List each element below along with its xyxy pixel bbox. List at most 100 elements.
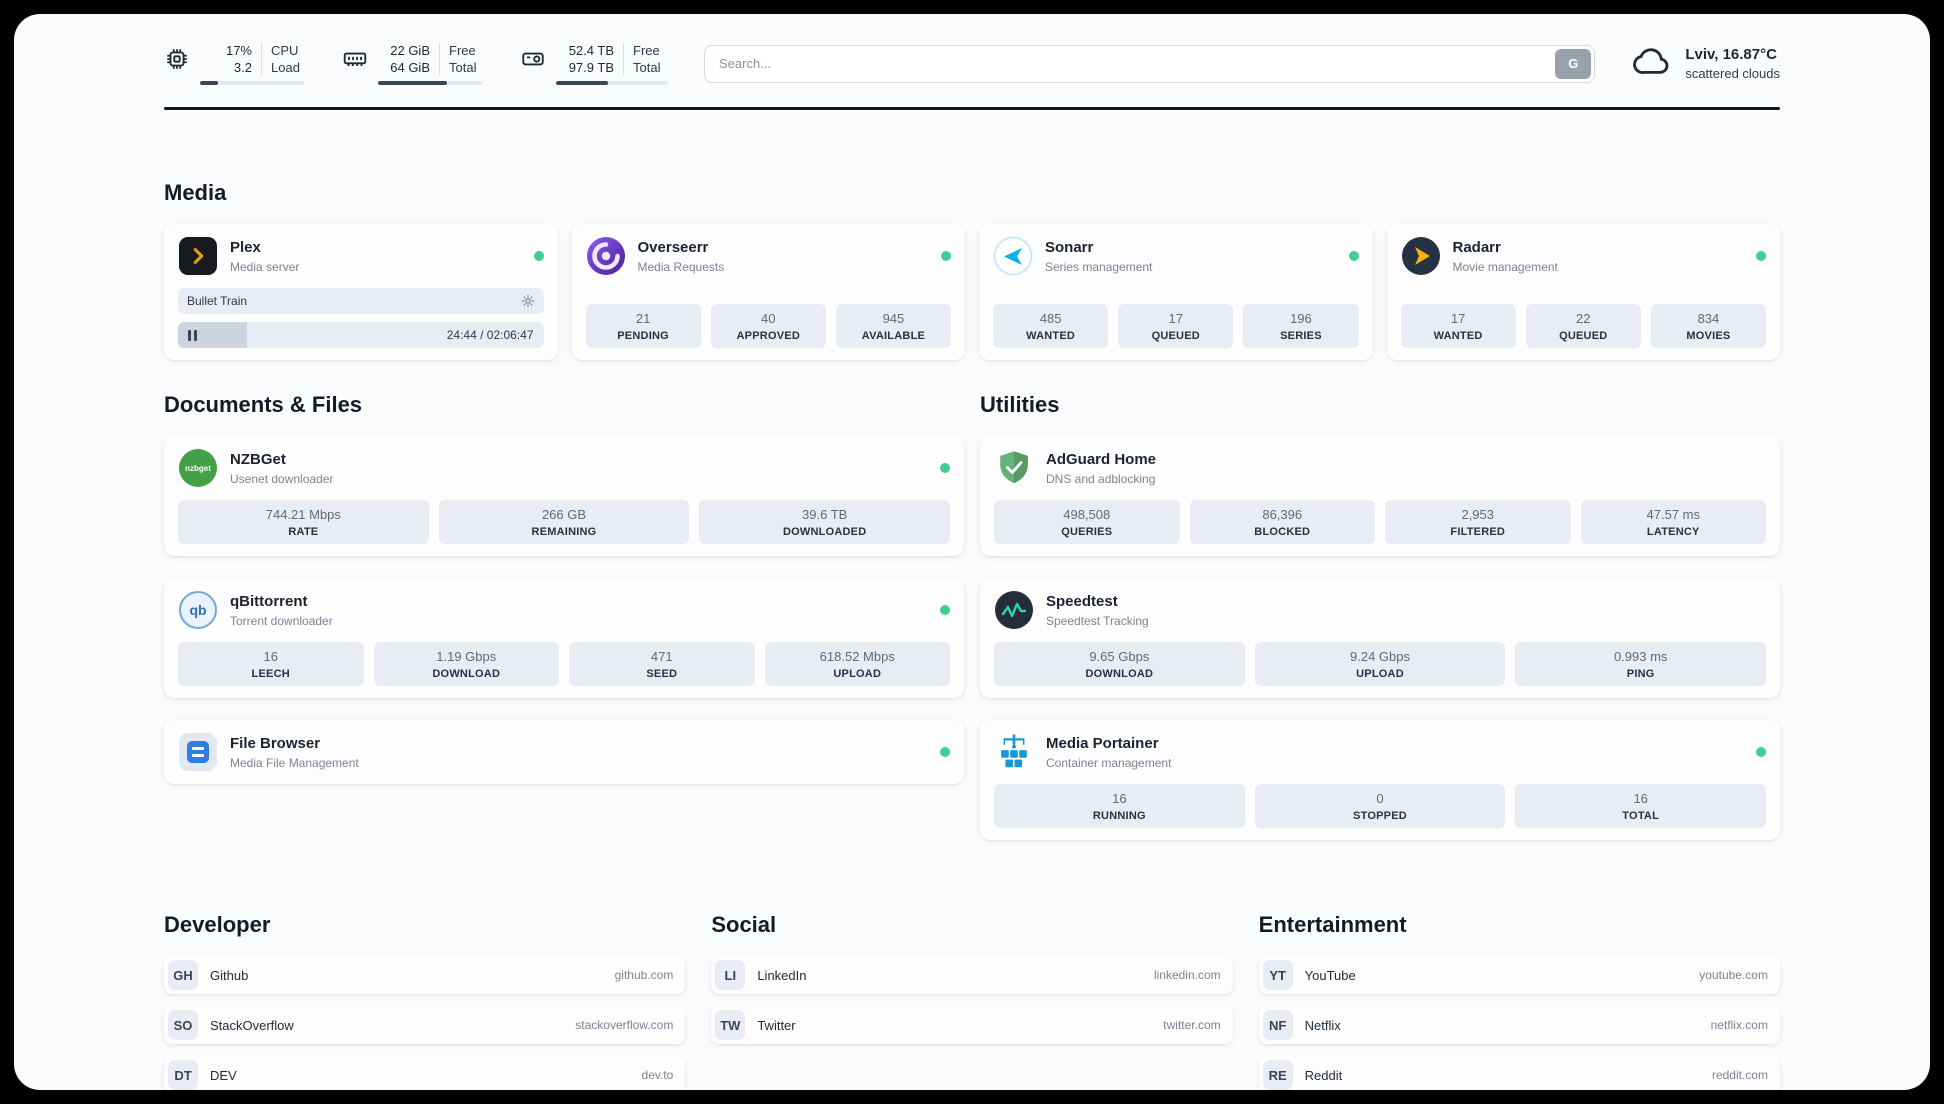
ram-stat: 22 GiB 64 GiB Free Total xyxy=(342,42,482,85)
stat-value: 945 xyxy=(882,311,905,326)
cpu-stat: 17% 3.2 CPU Load xyxy=(164,42,304,85)
stat-divider xyxy=(261,42,262,75)
app-subtitle: Media File Management xyxy=(230,755,359,770)
bookmark-dev[interactable]: DT DEV dev.to xyxy=(164,1056,686,1090)
disk-total-value: 97.9 TB xyxy=(568,59,614,75)
stat-queued: 22 QUEUED xyxy=(1525,304,1641,348)
stat-label: QUEUED xyxy=(1559,330,1608,342)
netflix-icon: NF xyxy=(1262,1010,1293,1040)
stat-approved: 40 APPROVED xyxy=(710,304,826,348)
search-input[interactable] xyxy=(704,44,1596,83)
header-divider xyxy=(164,107,1780,110)
stat-label: QUEUED xyxy=(1151,330,1200,342)
stat-label: REMAINING xyxy=(531,526,597,538)
stat-label: MOVIES xyxy=(1686,330,1731,342)
stat-latency: 47.57 ms LATENCY xyxy=(1580,500,1766,544)
bookmark-twitter[interactable]: TW Twitter twitter.com xyxy=(711,1006,1233,1044)
bookmark-name: Twitter xyxy=(757,1017,796,1033)
cpu-icon xyxy=(164,46,190,72)
app-name: Sonarr xyxy=(1045,238,1094,256)
bookmark-domain: dev.to xyxy=(641,1068,674,1082)
stat-value: 618.52 Mbps xyxy=(819,649,895,664)
app-name: Media Portainer xyxy=(1046,734,1159,752)
cpu-usage-value: 17% xyxy=(225,42,252,58)
now-playing-bar: Bullet Train xyxy=(178,288,544,314)
now-playing-title: Bullet Train xyxy=(187,294,248,308)
sonarr-card[interactable]: Sonarr Series management 485 WANTED 17 Q… xyxy=(979,224,1373,360)
bookmark-linkedin[interactable]: LI LinkedIn linkedin.com xyxy=(711,956,1233,994)
stat-pending: 21 PENDING xyxy=(585,304,701,348)
speedtest-icon xyxy=(994,590,1034,630)
stat-value: 0 xyxy=(1376,791,1384,806)
radarr-card[interactable]: Radarr Movie management 17 WANTED 22 QUE… xyxy=(1386,224,1780,360)
stat-label: SEED xyxy=(646,668,678,680)
gear-icon[interactable] xyxy=(521,294,535,308)
dev-icon: DT xyxy=(168,1060,198,1090)
app-name: qBittorrent xyxy=(230,592,308,610)
stat-running: 16 RUNNING xyxy=(994,784,1245,828)
playback-seek-bar[interactable]: 24:44 / 02:06:47 xyxy=(178,322,544,348)
status-dot xyxy=(1756,747,1766,757)
stat-value: 834 xyxy=(1697,311,1720,326)
app-name: Radarr xyxy=(1452,238,1501,256)
status-dot xyxy=(940,605,950,615)
bookmark-reddit[interactable]: RE Reddit reddit.com xyxy=(1258,1056,1780,1090)
app-name: Plex xyxy=(230,238,261,256)
stat-downloaded: 39.6 TB DOWNLOADED xyxy=(699,500,951,544)
bookmark-youtube[interactable]: YT YouTube youtube.com xyxy=(1258,956,1780,994)
developer-section: Developer GH Github github.com SO StackO… xyxy=(164,912,686,1090)
bookmark-netflix[interactable]: NF Netflix netflix.com xyxy=(1258,1006,1780,1044)
stat-total: 16 TOTAL xyxy=(1515,784,1767,828)
app-subtitle: Container management xyxy=(1046,755,1172,770)
bookmark-name: LinkedIn xyxy=(757,967,807,983)
stat-divider xyxy=(623,42,624,75)
app-name: Speedtest xyxy=(1046,592,1118,610)
pause-icon[interactable] xyxy=(188,329,197,341)
dashboard-page: 17% 3.2 CPU Load xyxy=(14,14,1930,1090)
stat-download: 1.19 Gbps DOWNLOAD xyxy=(373,642,559,686)
qbittorrent-card[interactable]: qb qBittorrent Torrent downloader 16 xyxy=(164,578,964,698)
qbittorrent-icon: qb xyxy=(178,590,218,630)
stat-label: UPLOAD xyxy=(833,668,882,680)
app-subtitle: Usenet downloader xyxy=(230,471,334,486)
search-engine-button[interactable]: G xyxy=(1555,48,1592,79)
overseerr-card[interactable]: Overseerr Media Requests 21 PENDING 40 A… xyxy=(571,224,965,360)
adguard-icon xyxy=(994,448,1034,488)
plex-card[interactable]: Plex Media server Bullet Train xyxy=(164,224,558,360)
stat-blocked: 86,396 BLOCKED xyxy=(1189,500,1375,544)
stat-series: 196 SERIES xyxy=(1243,304,1359,348)
stat-label: SERIES xyxy=(1280,330,1322,342)
nzbget-card[interactable]: nzbget NZBGet Usenet downloader 744.21 M… xyxy=(164,436,964,556)
bookmark-stackoverflow[interactable]: SO StackOverflow stackoverflow.com xyxy=(164,1006,686,1044)
stat-label: DOWNLOADED xyxy=(782,526,867,538)
filebrowser-card[interactable]: File Browser Media File Management xyxy=(164,720,964,784)
stat-value: 40 xyxy=(761,311,776,326)
speedtest-card[interactable]: Speedtest Speedtest Tracking 9.65 Gbps D… xyxy=(980,578,1780,698)
stat-value: 22 xyxy=(1576,311,1591,326)
weather-location: Lviv, 16.87°C xyxy=(1685,46,1777,63)
stat-value: 86,396 xyxy=(1262,507,1303,522)
stat-ping: 0.993 ms PING xyxy=(1515,642,1767,686)
stat-seed: 471 SEED xyxy=(569,642,755,686)
ram-progress-bar xyxy=(378,80,482,85)
system-stats: 17% 3.2 CPU Load xyxy=(164,42,668,85)
adguard-card[interactable]: AdGuard Home DNS and adblocking 498,508 … xyxy=(980,436,1780,556)
bookmark-github[interactable]: GH Github github.com xyxy=(164,956,686,994)
stat-value: 16 xyxy=(1633,791,1648,806)
nzbget-icon: nzbget xyxy=(178,448,218,488)
stat-value: 471 xyxy=(650,649,673,664)
stat-label: DOWNLOAD xyxy=(432,668,501,680)
sonarr-icon xyxy=(993,236,1033,276)
bookmark-domain: github.com xyxy=(614,968,674,982)
app-name: AdGuard Home xyxy=(1046,450,1157,468)
stat-upload: 9.24 Gbps UPLOAD xyxy=(1254,642,1506,686)
youtube-icon: YT xyxy=(1262,960,1293,990)
stat-label: UPLOAD xyxy=(1356,668,1404,680)
top-bar: 17% 3.2 CPU Load xyxy=(14,14,1930,87)
portainer-card[interactable]: Media Portainer Container management 16 … xyxy=(980,720,1780,840)
stat-value: 266 GB xyxy=(541,507,587,522)
stat-value: 1.19 Gbps xyxy=(436,649,497,664)
bookmark-domain: youtube.com xyxy=(1699,968,1768,982)
disk-progress-bar xyxy=(556,80,668,85)
filebrowser-icon xyxy=(178,732,218,772)
